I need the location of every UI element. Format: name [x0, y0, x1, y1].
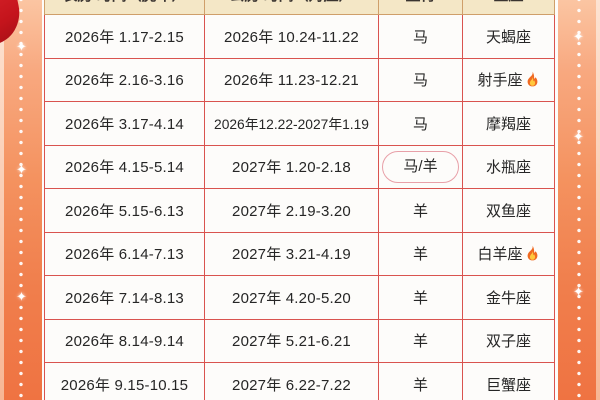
cell-animal: 马 [378, 57, 463, 102]
cell-constellation: 双子座 [462, 318, 555, 363]
table-row: 2026年 6.14-7.13 2027年 3.21-4.19 羊白羊座 [44, 231, 555, 276]
fire-icon [525, 245, 540, 263]
constellation-label: 双子座 [485, 333, 531, 351]
cell-solar-range: 2027年 2.19-3.20 [204, 188, 379, 233]
sparkle-icon: ✦ [573, 129, 584, 144]
constellation-label: 天蝎座 [485, 28, 531, 46]
table-row: 2026年 3.17-4.14 2026年12.22-2027年1.19 马 摩羯座 [44, 101, 555, 146]
cell-constellation: 摩羯座 [462, 101, 555, 146]
ribbon-corner-decoration [0, 0, 26, 50]
cell-animal: 羊 [378, 318, 463, 363]
column-header-animal: 生肖 [378, 0, 463, 15]
zodiac-table-container: 农历 时间（虎年）公历 时间（对应）生肖星座 2026年 1.17-2.1520… [44, 0, 555, 400]
fire-icon [525, 71, 540, 89]
cell-animal: 马/羊 [378, 144, 463, 189]
table-header: 农历 时间（虎年）公历 时间（对应）生肖星座 [44, 0, 555, 15]
cell-constellation: 双鱼座 [462, 188, 555, 233]
cell-lunar-range: 2026年 5.15-6.13 [44, 188, 205, 233]
column-header-lunar-range: 农历 时间（虎年） [44, 0, 205, 15]
constellation-label: 白羊座 [477, 246, 523, 264]
cell-animal: 马 [378, 101, 463, 146]
cell-lunar-range: 2026年 4.15-5.14 [44, 144, 205, 189]
sparkle-icon: ✦ [573, 29, 584, 44]
cell-constellation: 天蝎座 [462, 14, 555, 59]
cell-solar-range: 2027年 3.21-4.19 [204, 231, 379, 276]
table-row: 2026年 9.15-10.15 2027年 6.22-7.22 羊 巨蟹座 [44, 362, 555, 400]
column-header-solar-range: 公历 时间（对应） [204, 0, 379, 15]
left-dotted-line [19, 0, 23, 400]
cell-lunar-range: 2026年 9.15-10.15 [44, 362, 205, 400]
cell-lunar-range: 2026年 3.17-4.14 [44, 101, 205, 146]
cell-solar-range: 2027年 4.20-5.20 [204, 275, 379, 320]
table-row: 2026年 1.17-2.15 2026年 10.24-11.22 马 天蝎座 [44, 14, 555, 59]
table-header-row: 农历 时间（虎年）公历 时间（对应）生肖星座 [44, 0, 555, 15]
cell-solar-range: 2026年 11.23-12.21 [204, 57, 379, 102]
cell-animal: 马 [378, 14, 463, 59]
table-body: 2026年 1.17-2.15 2026年 10.24-11.22 马天蝎座 2026… [44, 14, 555, 400]
cell-solar-range: 2026年12.22-2027年1.19 [204, 101, 379, 146]
constellation-label: 水瓶座 [485, 159, 531, 177]
highlighted-animal-pill: 马/羊 [382, 150, 459, 183]
constellation-label: 射手座 [477, 72, 523, 90]
cell-animal: 羊 [378, 275, 463, 320]
constellation-label: 双鱼座 [485, 202, 531, 220]
cell-lunar-range: 2026年 2.16-3.16 [44, 57, 205, 102]
sparkle-icon: ✦ [16, 289, 27, 304]
table-row: 2026年 7.14-8.13 2027年 4.20-5.20 羊 金牛座 [44, 275, 555, 320]
constellation-label: 摩羯座 [485, 115, 531, 133]
cell-animal: 羊 [378, 231, 463, 276]
cell-constellation: 白羊座 [462, 231, 555, 276]
table-row: 2026年 4.15-5.14 2027年 1.20-2.18 马/羊 水瓶座 [44, 144, 555, 189]
cell-solar-range: 2027年 1.20-2.18 [204, 144, 379, 189]
cell-animal: 羊 [378, 362, 463, 400]
cell-solar-range: 2026年 10.24-11.22 [204, 14, 379, 59]
cell-constellation: 巨蟹座 [462, 362, 555, 400]
constellation-label: 巨蟹座 [485, 376, 531, 394]
constellation-label: 金牛座 [485, 289, 531, 307]
table-row: 2026年 2.16-3.16 2026年 11.23-12.21 马射手座 [44, 57, 555, 102]
cell-constellation: 射手座 [462, 57, 555, 102]
sparkle-icon: ✦ [16, 162, 27, 177]
cell-animal: 羊 [378, 188, 463, 233]
left-page-edge [0, 0, 4, 400]
cell-constellation: 水瓶座 [462, 144, 555, 189]
cell-lunar-range: 2026年 6.14-7.13 [44, 231, 205, 276]
table-row: 2026年 8.14-9.14 2027年 5.21-6.21 羊 双子座 [44, 318, 555, 363]
cell-lunar-range: 2026年 1.17-2.15 [44, 14, 205, 59]
cell-lunar-range: 2026年 8.14-9.14 [44, 318, 205, 363]
cell-constellation: 金牛座 [462, 275, 555, 320]
sparkle-icon: ✦ [573, 284, 584, 299]
cell-solar-range: 2027年 5.21-6.21 [204, 318, 379, 363]
cell-solar-range: 2027年 6.22-7.22 [204, 362, 379, 400]
zodiac-table: 农历 时间（虎年）公历 时间（对应）生肖星座 2026年 1.17-2.1520… [44, 0, 555, 400]
column-header-constellation: 星座 [462, 0, 555, 15]
right-page-edge [596, 0, 600, 400]
table-row: 2026年 5.15-6.13 2027年 2.19-3.20 羊 双鱼座 [44, 188, 555, 233]
cell-lunar-range: 2026年 7.14-8.13 [44, 275, 205, 320]
right-dotted-line [577, 0, 581, 400]
